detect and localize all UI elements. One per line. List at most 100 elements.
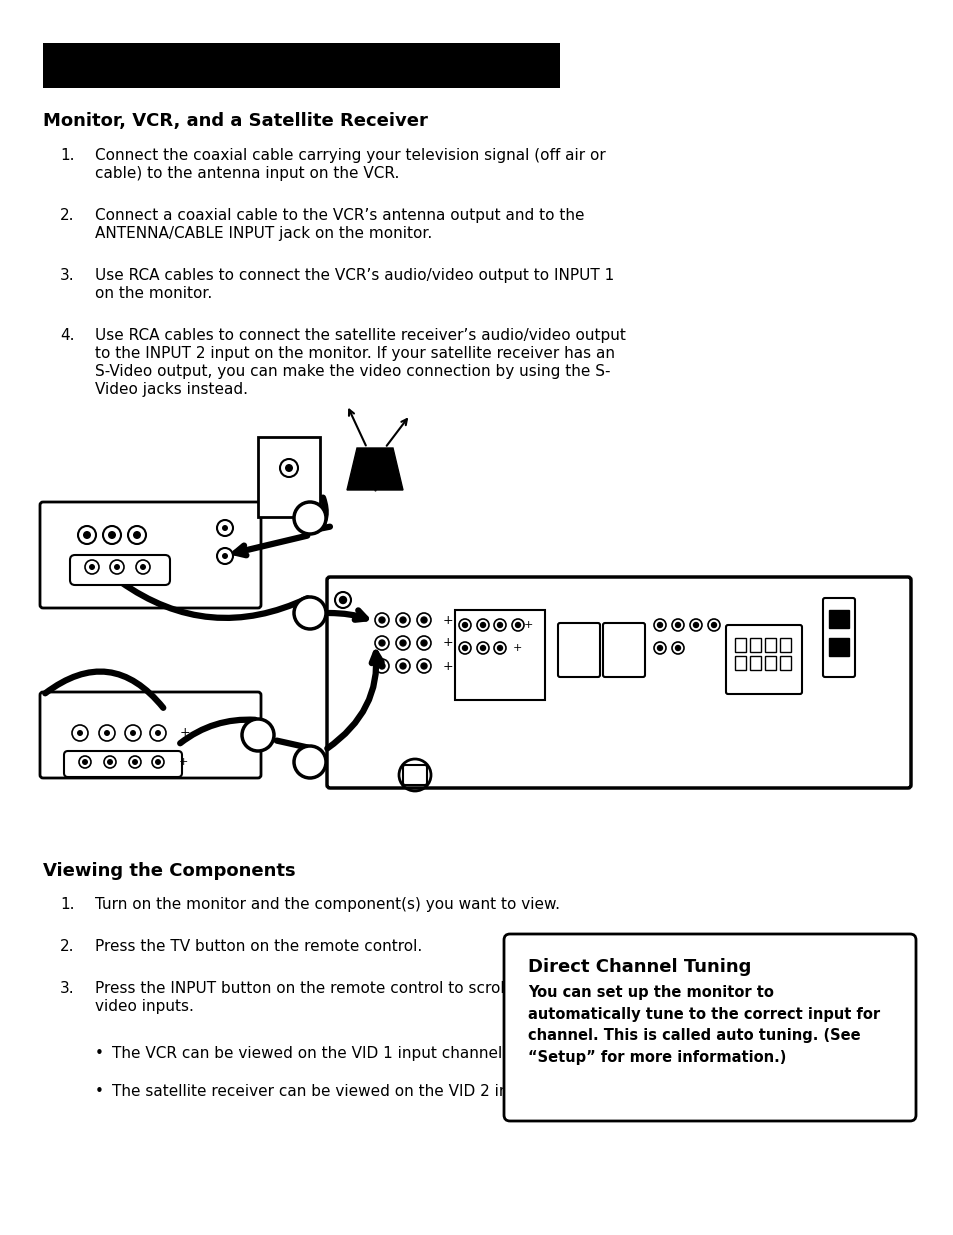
Circle shape <box>294 597 326 629</box>
Circle shape <box>515 622 520 627</box>
Text: +: + <box>442 614 453 626</box>
Text: 3.: 3. <box>60 268 74 283</box>
Text: +: + <box>179 726 190 740</box>
Text: Use RCA cables to connect the VCR’s audio/video output to INPUT 1: Use RCA cables to connect the VCR’s audi… <box>95 268 614 283</box>
Text: Viewing the Components: Viewing the Components <box>43 862 295 881</box>
Circle shape <box>711 622 716 627</box>
Circle shape <box>675 622 679 627</box>
Circle shape <box>77 730 83 736</box>
Text: Connect the coaxial cable carrying your television signal (off air or: Connect the coaxial cable carrying your … <box>95 148 605 163</box>
FancyBboxPatch shape <box>40 692 261 778</box>
Circle shape <box>378 618 385 622</box>
Text: •: • <box>95 1084 104 1099</box>
Bar <box>734 656 745 671</box>
FancyBboxPatch shape <box>70 555 170 585</box>
Circle shape <box>497 622 502 627</box>
Circle shape <box>294 746 326 778</box>
Bar <box>43 43 559 88</box>
FancyBboxPatch shape <box>402 764 427 785</box>
Text: +: + <box>442 636 453 650</box>
Circle shape <box>82 760 88 764</box>
Circle shape <box>399 640 406 646</box>
FancyBboxPatch shape <box>558 622 599 677</box>
Bar <box>828 610 848 629</box>
Circle shape <box>154 760 161 764</box>
Circle shape <box>132 531 141 538</box>
Circle shape <box>222 525 228 531</box>
Circle shape <box>693 622 698 627</box>
Text: Monitor, VCR, and a Satellite Receiver: Monitor, VCR, and a Satellite Receiver <box>43 112 428 130</box>
Text: Turn on the monitor and the component(s) you want to view.: Turn on the monitor and the component(s)… <box>95 897 559 911</box>
Text: video inputs.: video inputs. <box>95 999 193 1014</box>
Text: Press the INPUT button on the remote control to scroll through the: Press the INPUT button on the remote con… <box>95 981 603 995</box>
Bar <box>734 638 745 652</box>
Circle shape <box>420 640 427 646</box>
Text: S-Video output, you can make the video connection by using the S-: S-Video output, you can make the video c… <box>95 364 610 379</box>
Circle shape <box>339 597 346 604</box>
Text: 4.: 4. <box>60 329 74 343</box>
FancyBboxPatch shape <box>602 622 644 677</box>
Circle shape <box>462 622 467 627</box>
FancyBboxPatch shape <box>64 751 182 777</box>
Bar <box>780 638 790 652</box>
Circle shape <box>222 553 228 559</box>
Text: 1.: 1. <box>60 897 74 911</box>
FancyBboxPatch shape <box>455 610 544 700</box>
Text: +: + <box>178 757 188 767</box>
Circle shape <box>657 622 661 627</box>
Text: +: + <box>442 659 453 673</box>
Circle shape <box>108 531 116 538</box>
Text: Press the TV button on the remote control.: Press the TV button on the remote contro… <box>95 939 422 953</box>
Text: 2.: 2. <box>60 939 74 953</box>
FancyBboxPatch shape <box>327 577 910 788</box>
Circle shape <box>140 564 146 571</box>
Circle shape <box>420 663 427 669</box>
Circle shape <box>497 646 502 651</box>
Circle shape <box>420 618 427 622</box>
Bar <box>764 638 775 652</box>
Circle shape <box>480 646 485 651</box>
Text: on the monitor.: on the monitor. <box>95 287 212 301</box>
Circle shape <box>132 760 138 764</box>
Bar <box>749 656 760 671</box>
Bar <box>749 638 760 652</box>
Text: Connect a coaxial cable to the VCR’s antenna output and to the: Connect a coaxial cable to the VCR’s ant… <box>95 207 584 224</box>
Circle shape <box>378 640 385 646</box>
Circle shape <box>462 646 467 651</box>
FancyBboxPatch shape <box>725 625 801 694</box>
Circle shape <box>242 719 274 751</box>
FancyBboxPatch shape <box>822 598 854 677</box>
Circle shape <box>480 622 485 627</box>
Circle shape <box>378 663 385 669</box>
Circle shape <box>657 646 661 651</box>
Circle shape <box>113 564 120 571</box>
Circle shape <box>285 464 293 472</box>
Circle shape <box>89 564 95 571</box>
Circle shape <box>130 730 136 736</box>
Text: +: + <box>512 643 521 653</box>
Polygon shape <box>347 448 402 490</box>
Circle shape <box>675 646 679 651</box>
Text: to the INPUT 2 input on the monitor. If your satellite receiver has an: to the INPUT 2 input on the monitor. If … <box>95 346 615 361</box>
Text: 1.: 1. <box>60 148 74 163</box>
Circle shape <box>154 730 161 736</box>
Text: 3.: 3. <box>60 981 74 995</box>
Text: +: + <box>523 620 532 630</box>
Text: The VCR can be viewed on the VID 1 input channel.: The VCR can be viewed on the VID 1 input… <box>112 1046 507 1061</box>
Text: Video jacks instead.: Video jacks instead. <box>95 382 248 396</box>
Circle shape <box>294 501 326 534</box>
Circle shape <box>104 730 110 736</box>
Circle shape <box>83 531 91 538</box>
Text: The satellite receiver can be viewed on the VID 2 input.: The satellite receiver can be viewed on … <box>112 1084 538 1099</box>
FancyBboxPatch shape <box>40 501 261 608</box>
Text: •: • <box>95 1046 104 1061</box>
FancyBboxPatch shape <box>503 934 915 1121</box>
Circle shape <box>399 663 406 669</box>
Text: 2.: 2. <box>60 207 74 224</box>
Circle shape <box>399 618 406 622</box>
Bar <box>780 656 790 671</box>
Bar <box>764 656 775 671</box>
Text: ANTENNA/CABLE INPUT jack on the monitor.: ANTENNA/CABLE INPUT jack on the monitor. <box>95 226 432 241</box>
Circle shape <box>107 760 112 764</box>
Text: Use RCA cables to connect the satellite receiver’s audio/video output: Use RCA cables to connect the satellite … <box>95 329 625 343</box>
